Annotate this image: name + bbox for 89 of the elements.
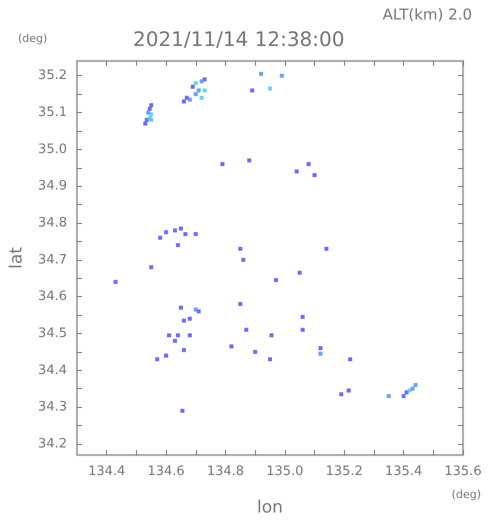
point [298, 270, 302, 275]
point [149, 112, 154, 116]
point [194, 308, 198, 312]
point [402, 394, 406, 398]
point [188, 316, 192, 321]
point [346, 388, 351, 393]
chart-subtitle: ALT(km) 2.0 [382, 6, 472, 24]
y-tick-label: 34.9 [38, 178, 67, 194]
point [300, 328, 305, 332]
point [178, 306, 183, 310]
x-tick-label: 135.0 [266, 464, 304, 479]
point [238, 302, 242, 306]
point [280, 74, 284, 78]
x-tick-label: 134.4 [88, 464, 126, 479]
point [188, 98, 192, 102]
x-tick-label: 135.4 [385, 464, 422, 479]
point [318, 352, 322, 356]
point [182, 100, 186, 104]
point [180, 408, 184, 413]
point [294, 169, 299, 174]
y-axis-title: lat [6, 246, 26, 269]
point [244, 328, 248, 332]
point [348, 357, 352, 362]
point [238, 246, 242, 251]
point [220, 162, 224, 166]
point [312, 173, 317, 178]
x-tick-label: 135.2 [326, 464, 363, 479]
y-tick-label: 34.5 [38, 326, 67, 341]
point [268, 357, 272, 362]
point [241, 258, 246, 262]
point [182, 318, 186, 323]
point [253, 350, 258, 354]
point [194, 92, 198, 96]
point [247, 158, 252, 162]
point [229, 344, 234, 348]
point [306, 162, 311, 166]
point [183, 232, 188, 236]
point [190, 84, 195, 89]
point [386, 394, 391, 398]
point [172, 338, 177, 343]
point [408, 388, 412, 393]
chart-title: 2021/11/14 12:38:00 [133, 27, 344, 51]
point [324, 246, 328, 251]
x-tick-label: 134.8 [206, 464, 244, 479]
x-axis-title: lon [257, 498, 283, 518]
point [114, 280, 118, 284]
point [176, 333, 180, 338]
point [194, 232, 198, 236]
point [318, 346, 322, 350]
point [202, 88, 207, 92]
point [269, 333, 274, 338]
point [196, 88, 201, 92]
point [164, 354, 168, 358]
point [176, 243, 180, 248]
x-tick-label: 135.6 [444, 464, 482, 479]
point [194, 81, 198, 86]
point [172, 228, 177, 232]
point [167, 333, 172, 338]
y-tick-label: 35.1 [38, 105, 67, 120]
point [300, 314, 305, 319]
point [250, 88, 254, 92]
point [149, 265, 154, 270]
point [143, 122, 148, 126]
point [274, 278, 278, 282]
point [339, 392, 344, 396]
point [268, 86, 272, 91]
y-tick-label: 34.3 [38, 400, 67, 415]
y-tick-label: 34.4 [38, 362, 67, 378]
point [164, 230, 168, 234]
point [200, 79, 204, 84]
y-tick-label: 34.6 [38, 289, 67, 304]
point [182, 348, 186, 352]
point [155, 357, 160, 362]
y-tick-label: 34.2 [38, 436, 67, 452]
point [188, 333, 192, 338]
y-tick-label: 35.2 [38, 68, 67, 84]
point [413, 383, 418, 388]
text: (deg) [18, 32, 48, 45]
x-tick-label: 134.6 [147, 464, 185, 479]
y-tick-label: 35.0 [38, 142, 67, 157]
text: (deg) [452, 488, 482, 501]
point [158, 236, 162, 240]
point [200, 96, 204, 100]
point [148, 106, 152, 111]
point [178, 226, 183, 231]
y-tick-label: 34.7 [38, 252, 67, 268]
point [149, 103, 154, 108]
point [259, 72, 264, 76]
y-tick-label: 34.8 [38, 216, 67, 231]
